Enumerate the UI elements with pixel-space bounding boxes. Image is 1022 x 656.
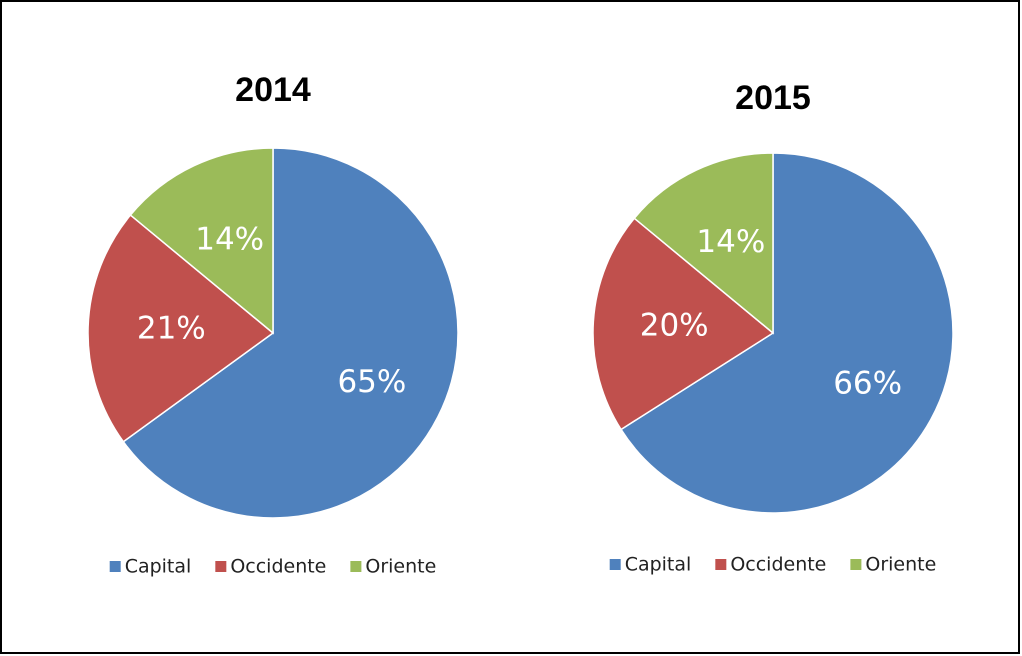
pie-slice bbox=[592, 217, 775, 431]
value-label: 66% bbox=[833, 366, 902, 402]
pie-slice bbox=[619, 152, 954, 514]
value-label: 20% bbox=[640, 307, 709, 343]
legend-label: Oriente bbox=[365, 556, 436, 578]
pie-slice bbox=[122, 147, 459, 519]
legend-label: Capital bbox=[125, 556, 192, 578]
value-label: 14% bbox=[195, 221, 264, 257]
pie-slice bbox=[633, 152, 774, 335]
legend-label: Oriente bbox=[865, 554, 936, 576]
legend-swatch bbox=[215, 561, 227, 572]
value-label: 65% bbox=[337, 364, 406, 400]
legend-swatch bbox=[350, 561, 362, 572]
value-label: 14% bbox=[696, 224, 765, 260]
legend-swatch bbox=[850, 559, 862, 570]
legend-swatch bbox=[715, 559, 727, 570]
legend-label: Occidente bbox=[230, 556, 326, 578]
legend-label: Occidente bbox=[730, 554, 826, 576]
legend-label: Capital bbox=[625, 554, 692, 576]
chart-title: 2015 bbox=[735, 79, 811, 117]
legend-swatch bbox=[609, 559, 621, 570]
chart-title: 2014 bbox=[235, 71, 311, 109]
legend-swatch bbox=[109, 561, 121, 572]
value-label: 21% bbox=[137, 310, 206, 346]
pie-slice bbox=[87, 214, 275, 443]
pie-slice bbox=[129, 147, 274, 335]
